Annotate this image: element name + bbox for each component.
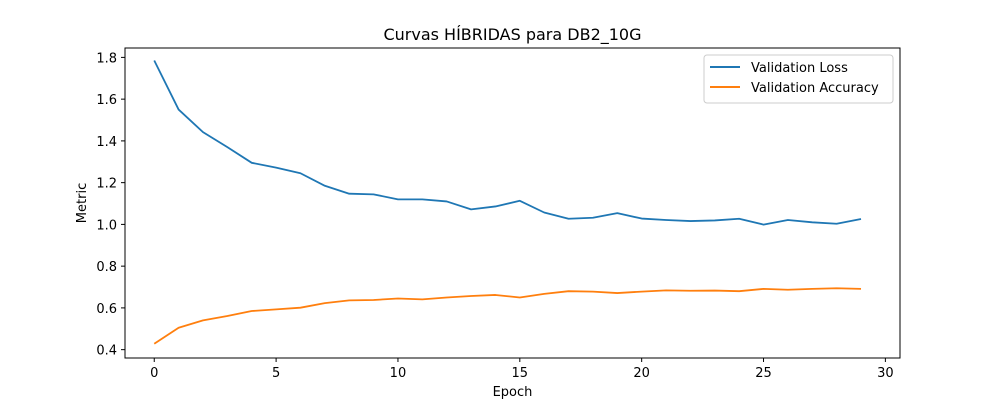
x-tick-label: 5 bbox=[272, 366, 280, 381]
legend-box bbox=[703, 54, 894, 104]
x-axis-label: Epoch bbox=[493, 385, 533, 400]
x-tick-label: 10 bbox=[390, 366, 407, 381]
x-axis-ticks: 0 5 10 15 20 25 30 bbox=[150, 358, 894, 381]
y-axis-ticks: 0.4 0.6 0.8 1.0 1.2 1.4 1.6 1.8 bbox=[96, 51, 125, 359]
y-tick-label: 1.6 bbox=[96, 93, 117, 108]
y-tick-label: 0.8 bbox=[96, 260, 117, 275]
y-tick-label: 1.0 bbox=[96, 218, 117, 233]
chart-title: Curvas HÍBRIDAS para DB2_10G bbox=[383, 25, 641, 45]
x-tick-label: 25 bbox=[755, 366, 772, 381]
y-tick-label: 1.8 bbox=[96, 51, 117, 66]
y-tick-label: 1.2 bbox=[96, 177, 117, 192]
series-line-0 bbox=[153, 60, 862, 226]
x-tick-label: 20 bbox=[633, 366, 650, 381]
legend-label-accuracy: Validation Accuracy bbox=[751, 81, 879, 96]
x-tick-label: 15 bbox=[512, 366, 529, 381]
legend-label-loss: Validation Loss bbox=[751, 61, 848, 76]
legend: Validation Loss Validation Accuracy bbox=[703, 54, 894, 104]
x-tick-label: 30 bbox=[877, 366, 894, 381]
plot-frame bbox=[124, 47, 901, 359]
series-line-1 bbox=[153, 287, 862, 345]
x-tick-label: 0 bbox=[150, 366, 158, 381]
y-tick-label: 0.4 bbox=[96, 344, 117, 359]
plot-lines bbox=[153, 60, 862, 345]
y-tick-label: 0.6 bbox=[96, 302, 117, 317]
y-axis-label: Metric bbox=[75, 183, 90, 223]
y-tick-label: 1.4 bbox=[96, 135, 117, 150]
